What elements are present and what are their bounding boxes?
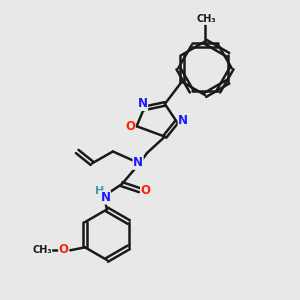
- Text: N: N: [178, 114, 188, 127]
- Text: O: O: [140, 184, 151, 196]
- Text: O: O: [58, 243, 69, 256]
- Text: N: N: [133, 156, 143, 169]
- Text: N: N: [138, 98, 148, 110]
- Text: CH₃: CH₃: [32, 245, 52, 255]
- Text: H: H: [95, 186, 104, 196]
- Text: O: O: [125, 120, 135, 133]
- Text: N: N: [100, 191, 110, 204]
- Text: CH₃: CH₃: [197, 14, 216, 24]
